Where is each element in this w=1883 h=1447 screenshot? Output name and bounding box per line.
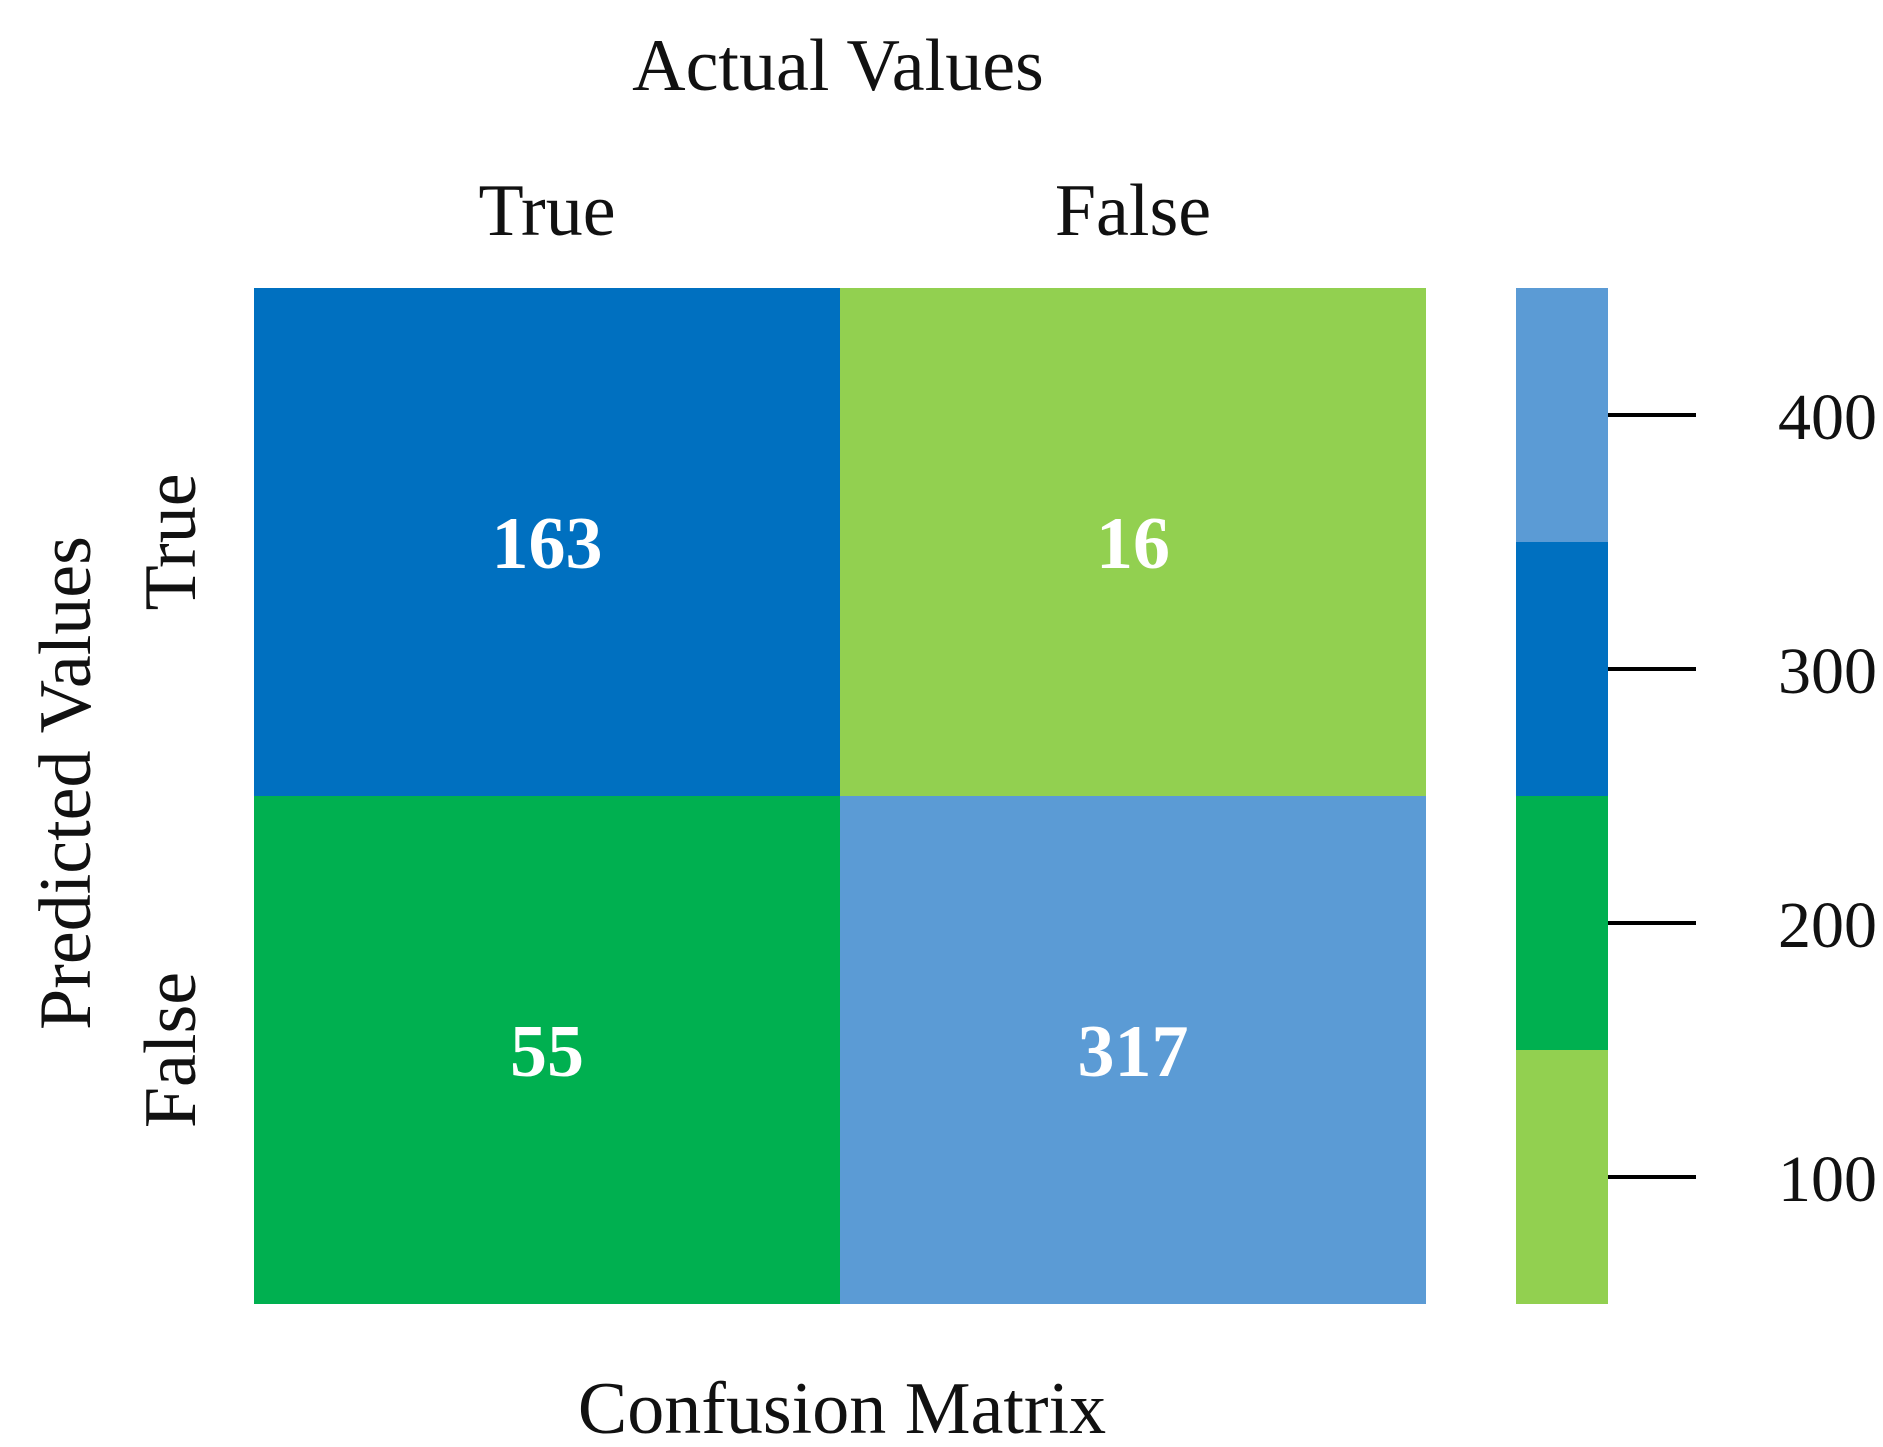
heatmap-cell-r0-c0 [254,288,840,796]
chart-caption: Confusion Matrix [578,1368,1106,1447]
heatmap-cell-r1-c1 [840,796,1426,1304]
x-tick-label-false: False [1055,170,1211,252]
heatmap-cell-r0-c1 [840,288,1426,796]
colorbar: 100 200 300 400 [1516,288,1877,1304]
x-axis-title: Actual Values [632,25,1044,107]
colorbar-tick-label: 300 [1778,635,1877,708]
colorbar-tick-label: 100 [1778,1143,1877,1216]
cell-value-label: 55 [510,1011,584,1093]
colorbar-tick-label: 200 [1778,889,1877,962]
cell-value-label: 16 [1096,503,1170,585]
colorbar-segment-3 [1516,288,1608,542]
colorbar-segment-0 [1516,1050,1608,1304]
cell-value-label: 163 [492,503,603,585]
cell-value-label: 317 [1078,1011,1189,1093]
colorbar-tick-label: 400 [1778,381,1877,454]
colorbar-segment-2 [1516,542,1608,796]
heatmap-cell-r1-c0 [254,796,840,1304]
y-tick-label-false: False [130,972,212,1128]
heatmap-cells: 163 16 55 317 [254,288,1426,1304]
y-tick-label-true: True [130,473,212,610]
x-tick-label-true: True [478,170,615,252]
colorbar-segment-1 [1516,796,1608,1050]
y-axis-title: Predicted Values [25,536,107,1030]
